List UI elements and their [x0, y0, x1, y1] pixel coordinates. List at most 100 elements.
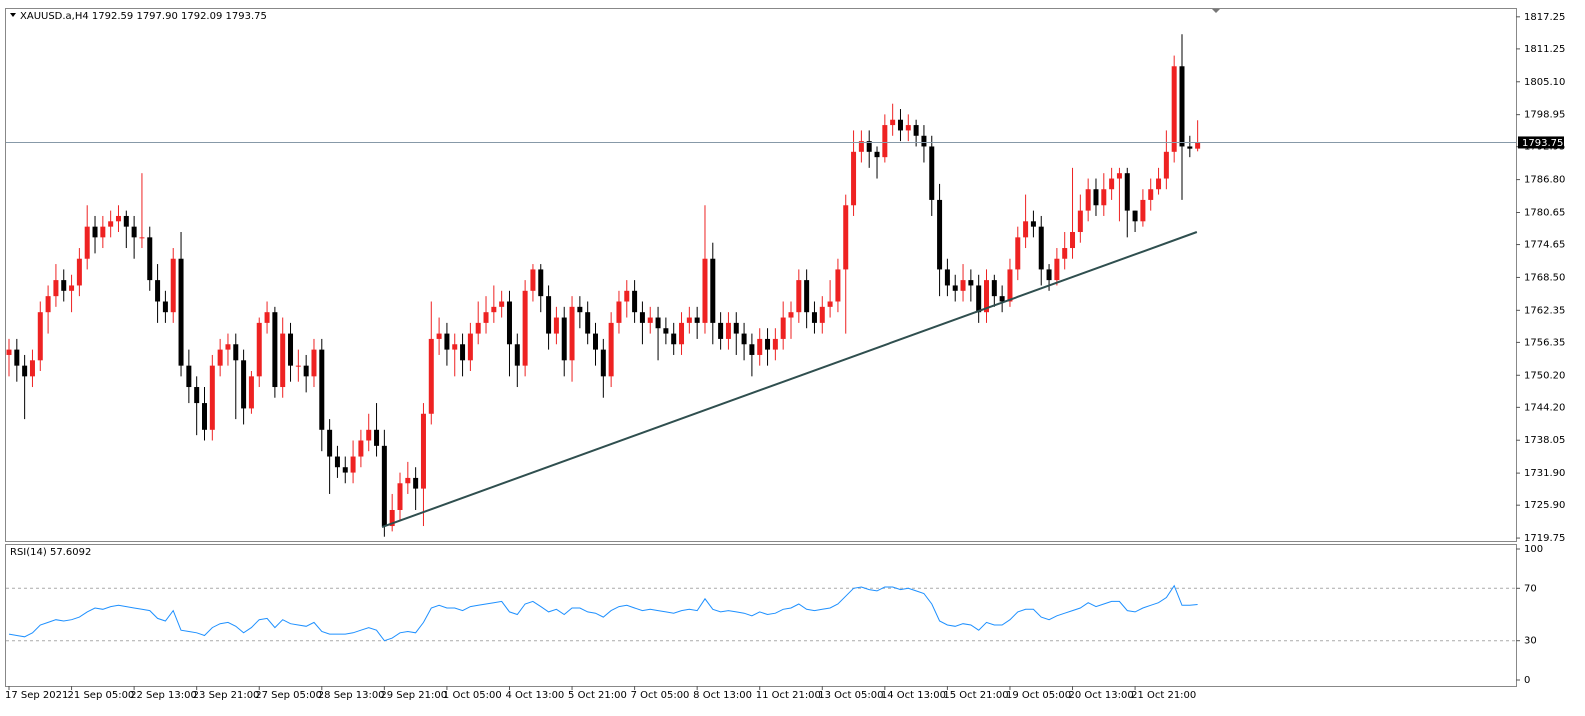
y-tick-label: 1744.20 [1524, 402, 1565, 413]
candle-body [155, 280, 161, 302]
candle-body [45, 296, 51, 313]
candle-body [804, 280, 810, 313]
candle-body [6, 349, 12, 355]
y-tick-label: 100 [1524, 544, 1543, 555]
candle-body [546, 296, 552, 334]
x-tick-label: 14 Oct 13:00 [881, 690, 946, 701]
candle-body [1179, 66, 1185, 147]
candle-body [655, 317, 661, 329]
candle-body [984, 280, 989, 313]
candle-body [937, 199, 943, 270]
candle-body [334, 456, 340, 468]
y-tick-label: 1731.90 [1524, 468, 1565, 479]
candle-body [397, 483, 403, 510]
y-tick-label: 1811.25 [1524, 44, 1565, 55]
x-tick-label: 21 Sep 05:00 [68, 690, 135, 701]
candle-body [991, 280, 997, 297]
candle-body [952, 285, 958, 291]
candle-body [874, 151, 880, 158]
candle-body [225, 344, 231, 350]
candle-body [381, 445, 387, 527]
candle-body [37, 312, 43, 361]
candle-body [499, 301, 505, 307]
candle-body [788, 312, 794, 318]
x-tick-label: 21 Oct 21:00 [1131, 690, 1196, 701]
candle-body [905, 125, 911, 131]
candle-body [639, 312, 645, 323]
x-tick-label: 4 Oct 13:00 [505, 690, 564, 701]
candle-body [858, 141, 864, 152]
y-tick-label: 1762.35 [1524, 305, 1565, 316]
candle-body [647, 317, 653, 323]
candle-body [1116, 173, 1122, 179]
candle-body [616, 301, 622, 323]
candle-body [765, 338, 771, 350]
candle-body [139, 237, 145, 239]
candle-body [796, 280, 802, 313]
candle-body [530, 269, 536, 291]
candle-body [115, 215, 121, 222]
candle-body [405, 477, 411, 484]
candle-body [749, 344, 755, 355]
candle-body [608, 322, 614, 377]
candle-body [561, 317, 567, 361]
x-tick-label: 13 Oct 05:00 [818, 690, 883, 701]
candle-body [100, 226, 106, 238]
candle-body [1015, 237, 1021, 270]
candle-body [1062, 248, 1068, 259]
candle-body [202, 403, 207, 430]
y-tick-label: 1756.35 [1524, 337, 1565, 348]
candle-body [585, 312, 591, 334]
candle-body [358, 440, 364, 457]
candle-body [921, 135, 927, 147]
x-tick-label: 28 Sep 13:00 [318, 690, 385, 701]
candle-body [108, 221, 114, 227]
candle-body [69, 285, 75, 291]
candle-body [671, 333, 677, 345]
rsi-pane-frame [5, 544, 1517, 687]
x-tick-label: 29 Sep 21:00 [380, 690, 447, 701]
candle-body [428, 338, 434, 414]
candle-body [741, 333, 747, 345]
candle-body [248, 376, 254, 409]
y-tick-label: 1725.90 [1524, 500, 1565, 511]
candle-body [1046, 269, 1052, 281]
candle-body [1187, 146, 1193, 149]
candle-body [1195, 142, 1201, 149]
candle-body [569, 306, 575, 361]
candle-body [483, 312, 489, 323]
candle-body [843, 205, 849, 270]
candle-body [53, 280, 59, 297]
candle-body [827, 301, 833, 307]
y-tick-label: 1750.20 [1524, 370, 1565, 381]
candle-body [882, 125, 888, 158]
candle-body [757, 338, 763, 355]
candle-body [342, 467, 348, 473]
candle-body [162, 301, 168, 313]
y-tick-label: 1805.10 [1524, 77, 1565, 88]
candle-body [593, 333, 598, 350]
candle-body [29, 360, 35, 377]
candle-body [170, 258, 176, 313]
symbol-header: XAUUSD.a,H4 1792.59 1797.90 1792.09 1793… [20, 11, 267, 22]
candle-body [256, 322, 262, 377]
y-tick-label: 1738.05 [1524, 435, 1565, 446]
candle-body [600, 349, 606, 377]
current-price-box [1518, 136, 1564, 149]
candle-body [929, 146, 935, 200]
candle-body [147, 237, 153, 281]
x-tick-label: 27 Sep 05:00 [255, 690, 322, 701]
x-tick-label: 19 Oct 05:00 [1006, 690, 1071, 701]
candle-body [76, 258, 82, 286]
candle-body [679, 322, 685, 345]
y-tick-label: 1786.80 [1524, 175, 1565, 186]
candle-body [436, 333, 442, 339]
candle-body [811, 312, 817, 323]
candle-body [1109, 178, 1115, 190]
candle-body [553, 317, 559, 334]
candle-body [389, 509, 395, 527]
candle-body [194, 387, 200, 404]
candle-body [866, 141, 872, 152]
trendline [381, 231, 1198, 529]
